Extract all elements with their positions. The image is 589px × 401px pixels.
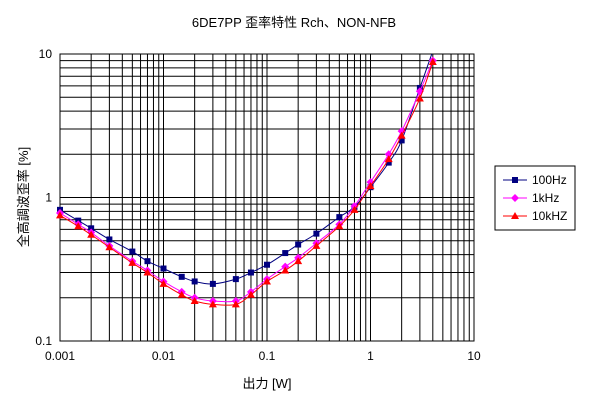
data-point (384, 155, 393, 163)
series-layer (56, 54, 437, 308)
data-point (415, 94, 424, 102)
data-point (209, 280, 216, 287)
data-point (143, 268, 152, 276)
data-point (282, 250, 289, 257)
grid (60, 54, 474, 341)
data-point (246, 290, 255, 298)
x-axis-label: 出力 [W] (242, 376, 291, 391)
data-point (106, 236, 113, 243)
data-point (232, 276, 239, 283)
data-point (350, 205, 359, 213)
data-point (336, 214, 343, 221)
data-point (385, 159, 392, 166)
data-point (88, 225, 95, 232)
data-point (105, 243, 114, 251)
data-point (281, 266, 290, 274)
data-point (159, 279, 168, 287)
data-point (312, 241, 321, 249)
data-point (313, 230, 320, 237)
data-point (191, 278, 198, 285)
data-point (56, 211, 64, 219)
series-100hz (57, 54, 433, 287)
data-point (247, 269, 254, 276)
data-point (398, 137, 405, 144)
y-tick-label: 10 (39, 47, 53, 61)
data-point (295, 241, 302, 248)
data-point (160, 265, 167, 272)
y-axis-label: 全高調波歪率 [%] (16, 147, 31, 247)
data-point (208, 300, 217, 308)
data-point (87, 230, 96, 238)
data-point (428, 57, 437, 65)
series-1khz (56, 56, 437, 305)
x-tick-label: 0.001 (45, 349, 75, 363)
data-point (397, 127, 406, 136)
data-point (366, 182, 375, 190)
data-point (128, 258, 137, 266)
data-point (177, 290, 186, 298)
data-point (178, 273, 185, 280)
data-point (129, 248, 136, 255)
data-point (263, 277, 271, 285)
data-point (190, 296, 199, 304)
x-tick-label: 10 (467, 349, 481, 363)
legend-marker (511, 212, 519, 219)
series-10khz (56, 57, 437, 308)
y-tick-label: 0.1 (35, 334, 52, 348)
legend-label: 10kHZ (532, 209, 567, 223)
data-point (335, 222, 344, 230)
data-point (366, 178, 375, 187)
data-point (74, 222, 83, 230)
legend-label: 1kHz (532, 191, 559, 205)
x-tick-labels: 0.001 0.01 0.1 1 10 (45, 349, 481, 363)
legend-marker (512, 177, 518, 183)
x-tick-label: 0.01 (152, 349, 176, 363)
x-tick-label: 1 (367, 349, 374, 363)
plot-frame (59, 53, 475, 342)
series-line (60, 61, 434, 306)
data-point (231, 300, 240, 308)
y-tick-label: 1 (45, 191, 52, 205)
x-tick-label: 0.1 (259, 349, 276, 363)
legend-label: 100Hz (532, 173, 567, 187)
data-point (144, 258, 151, 265)
y-tick-labels: 0.1 1 10 (35, 47, 52, 348)
chart-title: 6DE7PP 歪率特性 Rch、NON-NFB (192, 15, 396, 30)
legend: 100Hz 1kHz 10kHZ (503, 173, 567, 223)
data-point (294, 257, 303, 265)
data-point (264, 261, 270, 268)
legend-marker (511, 194, 519, 202)
data-point (397, 131, 406, 139)
